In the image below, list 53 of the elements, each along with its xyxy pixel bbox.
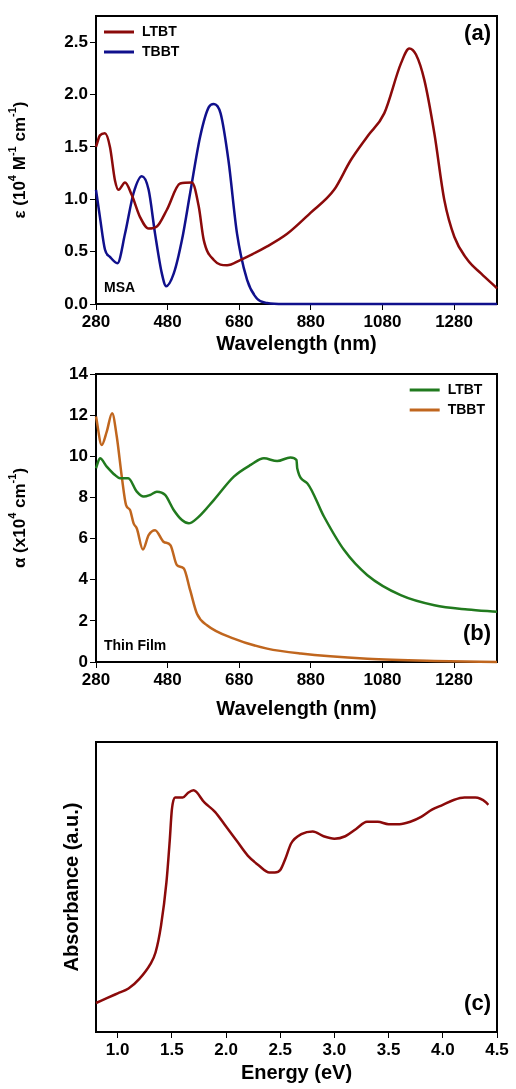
y-tick-label: 8 (78, 487, 88, 507)
x-tick-label: 3.0 (322, 1039, 347, 1059)
x-tick-label: 3.5 (376, 1039, 401, 1059)
line-series (94, 47, 499, 290)
y-tick-label: 4 (78, 569, 89, 589)
x-tick-label: 480 (153, 311, 182, 331)
annotation: (b) (462, 620, 491, 646)
x-tick-label: 1.0 (105, 1039, 130, 1059)
y-tick-label: 2 (78, 610, 88, 630)
y-tick-label: 2.5 (64, 31, 88, 51)
x-tick-label: 4.0 (430, 1039, 455, 1059)
x-tick-label: 2.5 (268, 1039, 293, 1059)
y-tick-label: 1.0 (64, 188, 88, 208)
annotation: (a) (464, 20, 491, 46)
x-tick-label: 680 (225, 311, 254, 331)
legend-label: LTBT (142, 22, 178, 39)
x-axis-title: Energy (eV) (240, 1060, 353, 1083)
x-tick-label: 880 (296, 311, 326, 331)
annotation: Thin Film (104, 636, 167, 653)
line-series (94, 456, 499, 614)
x-tick-label: 680 (225, 669, 254, 689)
y-tick-label: 2.0 (64, 84, 88, 104)
x-tick-label: 1.5 (160, 1039, 184, 1059)
x-tick-label: 480 (153, 669, 182, 689)
x-tick-label: 280 (81, 311, 111, 331)
x-tick-label: 1280 (435, 311, 473, 331)
x-axis-title: Wavelength (nm) (216, 331, 377, 354)
x-axis-title: Wavelength (nm) (216, 696, 377, 719)
y-tick-label: 6 (78, 528, 88, 548)
x-tick-label: 280 (81, 669, 111, 689)
annotation: MSA (104, 278, 136, 295)
annotation: (c) (464, 990, 491, 1016)
y-axis-title: α (x104 cm-1) (6, 467, 29, 569)
line-series (94, 102, 499, 306)
y-axis-title: ε (104 M-1 cm-1) (6, 101, 29, 219)
y-axis-title: Absorbance (a.u.) (59, 802, 82, 972)
line-series (94, 412, 499, 664)
x-tick-label: 1080 (363, 311, 402, 331)
y-tick-label: 0.0 (64, 293, 88, 313)
y-tick-label: 14 (69, 363, 89, 383)
y-tick-label: 10 (69, 445, 88, 465)
x-tick-label: 1080 (363, 669, 402, 689)
y-tick-label: 12 (69, 404, 88, 424)
x-tick-label: 2.0 (214, 1039, 238, 1059)
x-tick-label: 4.5 (485, 1039, 509, 1059)
legend-label: LTBT (447, 380, 483, 397)
x-tick-label: 880 (296, 669, 326, 689)
x-tick-label: 1280 (435, 669, 473, 689)
y-tick-label: 1.5 (64, 136, 88, 156)
legend-label: TBBT (447, 400, 486, 417)
y-tick-label: 0.5 (64, 241, 88, 261)
y-tick-label: 0 (78, 651, 88, 671)
legend-label: TBBT (142, 42, 180, 59)
